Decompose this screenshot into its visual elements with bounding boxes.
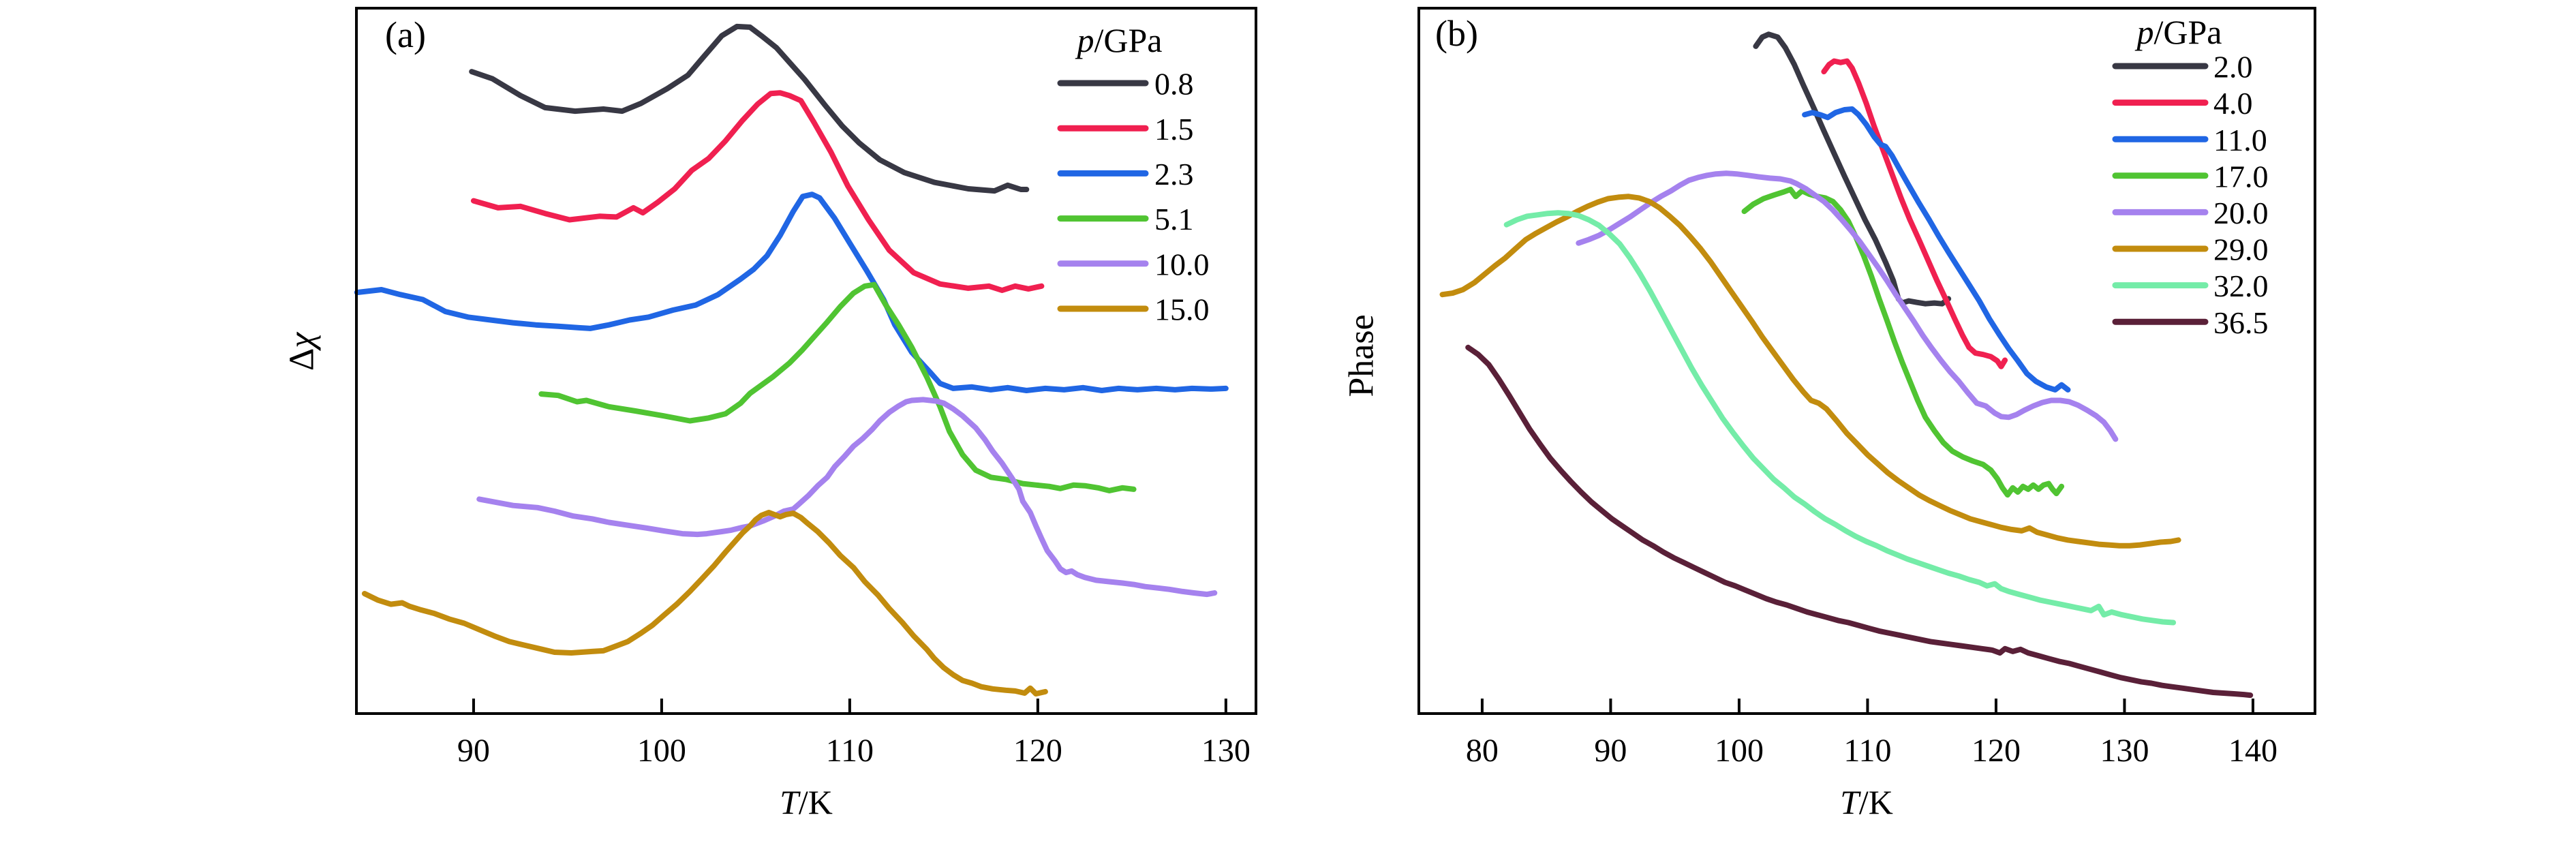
- panel-b-series-36.5: [1465, 344, 2254, 699]
- panel-b-x-label-unit: /K: [1858, 783, 1893, 821]
- panel-b-y-axis-label: Phase: [1342, 314, 1381, 397]
- x-tick-label-100: 100: [637, 733, 686, 769]
- legend-label-10.0: 10.0: [1154, 247, 1210, 281]
- x-tick-label-130: 130: [2100, 733, 2149, 769]
- panel-b-x-axis-label: T/K: [1840, 782, 1893, 822]
- legend-label-32.0: 32.0: [2213, 269, 2269, 303]
- panel-a-series-10.0: [476, 397, 1218, 598]
- panel-a-legend-title-unit: /GPa: [1094, 21, 1163, 59]
- panel-a-legend-title-symbol: p: [1077, 21, 1094, 59]
- panel-a-series-2.3: [354, 192, 1229, 393]
- x-tick-label-90: 90: [457, 733, 490, 769]
- panel-b-series-2.0: [1753, 31, 1952, 307]
- panel-a-x-label-symbol: T: [780, 783, 799, 821]
- x-tick-label-90: 90: [1594, 733, 1627, 769]
- panel-a-series-1.5: [470, 90, 1045, 293]
- panel-b-series-4.0: [1821, 58, 2008, 369]
- legend-label-1.5: 1.5: [1154, 112, 1194, 147]
- panel-b-series-20.0: [1576, 170, 2119, 442]
- legend-label-11.0: 11.0: [2213, 123, 2267, 157]
- panel-b-legend-title-unit: /GPa: [2153, 13, 2222, 51]
- panel-b-series-32.0: [1503, 210, 2177, 626]
- panel-b-series-11.0: [1802, 106, 2071, 393]
- panel-b-legend-title-symbol: p: [2136, 13, 2154, 51]
- x-tick-label-140: 140: [2228, 733, 2278, 769]
- panel-a-y-label-delta: Δ: [282, 348, 322, 371]
- panel-a-frame: [355, 7, 1257, 715]
- panel-b-series-29.0: [1439, 194, 2181, 549]
- panel-b-series-17.0: [1741, 187, 2065, 498]
- panel-b-legend-title: p/GPa: [2137, 12, 2222, 52]
- x-tick-label-120: 120: [1972, 733, 2021, 769]
- panel-a-x-axis-label: T/K: [780, 782, 833, 822]
- legend-label-36.5: 36.5: [2213, 305, 2269, 340]
- panel-a-series-5.1: [538, 281, 1137, 493]
- legend-label-0.8: 0.8: [1154, 67, 1194, 102]
- x-tick-label-80: 80: [1466, 733, 1499, 769]
- panel-b-x-label-symbol: T: [1840, 783, 1859, 821]
- legend-label-29.0: 29.0: [2213, 232, 2269, 267]
- legend-label-5.1: 5.1: [1154, 202, 1194, 236]
- x-tick-label-110: 110: [826, 733, 874, 769]
- panel-a-letter: (a): [385, 14, 426, 55]
- panel-a-x-label-unit: /K: [798, 783, 833, 821]
- x-tick-label-100: 100: [1715, 733, 1764, 769]
- legend-label-15.0: 15.0: [1154, 292, 1210, 327]
- x-tick-label-110: 110: [1843, 733, 1891, 769]
- legend-label-2.0: 2.0: [2213, 50, 2253, 85]
- panel-b-frame: [1417, 7, 2316, 715]
- x-tick-label-120: 120: [1013, 733, 1062, 769]
- x-tick-label-130: 130: [1201, 733, 1251, 769]
- legend-label-2.3: 2.3: [1154, 157, 1194, 192]
- legend-label-20.0: 20.0: [2213, 196, 2269, 230]
- legend-label-17.0: 17.0: [2213, 159, 2269, 194]
- panel-b-letter: (b): [1435, 13, 1478, 54]
- panel-a-series-0.8: [469, 23, 1030, 194]
- panel-a-legend-title: p/GPa: [1077, 20, 1163, 60]
- legend-label-4.0: 4.0: [2213, 86, 2253, 121]
- panel-a-y-axis-label: Δχ: [282, 333, 322, 371]
- panel-a-series-15.0: [361, 510, 1048, 697]
- panel-a-y-label-chi: χ: [282, 332, 322, 348]
